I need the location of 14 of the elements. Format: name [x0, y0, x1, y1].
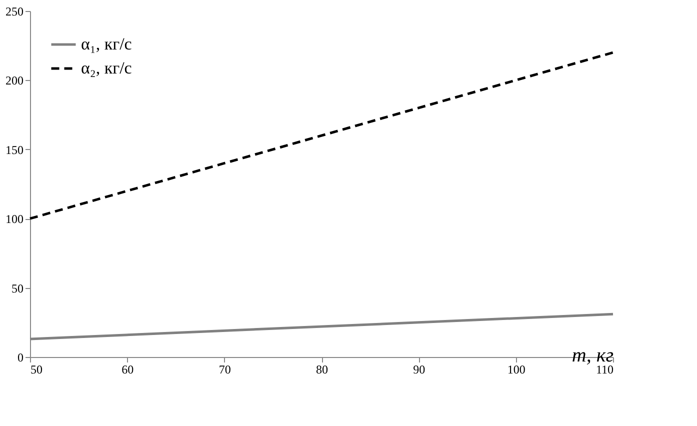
x-tick-label: 60	[122, 362, 134, 376]
x-tick-label: 80	[316, 362, 328, 376]
y-tick-label: 150	[6, 142, 24, 157]
x-tick-label: 100	[507, 362, 526, 376]
y-tick-label: 50	[12, 281, 24, 296]
legend-label: α₁, кг/с	[81, 34, 132, 54]
y-tick-label: 100	[6, 212, 24, 226]
x-tick-label: 70	[218, 362, 231, 376]
y-tick-label: 200	[6, 74, 24, 88]
y-tick-label: 0	[18, 350, 24, 364]
x-tick-label: 50	[30, 362, 42, 376]
x-tick-label: 90	[413, 362, 426, 376]
y-tick-label: 250	[6, 4, 24, 18]
legend-label: α₂, кг/с	[81, 58, 132, 78]
